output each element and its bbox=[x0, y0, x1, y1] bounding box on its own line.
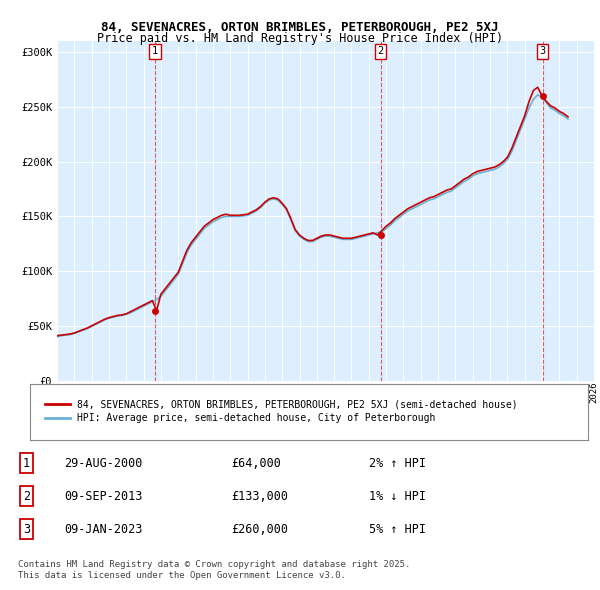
Legend: 84, SEVENACRES, ORTON BRIMBLES, PETERBOROUGH, PE2 5XJ (semi-detached house), HPI: 84, SEVENACRES, ORTON BRIMBLES, PETERBOR… bbox=[40, 395, 523, 428]
Text: 09-SEP-2013: 09-SEP-2013 bbox=[64, 490, 142, 503]
Text: Price paid vs. HM Land Registry's House Price Index (HPI): Price paid vs. HM Land Registry's House … bbox=[97, 32, 503, 45]
Text: 29-AUG-2000: 29-AUG-2000 bbox=[64, 457, 142, 470]
Text: 84, SEVENACRES, ORTON BRIMBLES, PETERBOROUGH, PE2 5XJ: 84, SEVENACRES, ORTON BRIMBLES, PETERBOR… bbox=[101, 21, 499, 34]
Text: Contains HM Land Registry data © Crown copyright and database right 2025.
This d: Contains HM Land Registry data © Crown c… bbox=[18, 560, 410, 579]
Text: 2: 2 bbox=[23, 490, 30, 503]
Text: 1: 1 bbox=[152, 47, 158, 57]
Text: 3: 3 bbox=[539, 47, 545, 57]
Text: 1: 1 bbox=[23, 457, 30, 470]
Text: 09-JAN-2023: 09-JAN-2023 bbox=[64, 523, 142, 536]
Text: 1% ↓ HPI: 1% ↓ HPI bbox=[369, 490, 426, 503]
Text: 2% ↑ HPI: 2% ↑ HPI bbox=[369, 457, 426, 470]
Text: 3: 3 bbox=[23, 523, 30, 536]
Text: 5% ↑ HPI: 5% ↑ HPI bbox=[369, 523, 426, 536]
Text: 2: 2 bbox=[377, 47, 384, 57]
Text: £64,000: £64,000 bbox=[231, 457, 281, 470]
Text: £260,000: £260,000 bbox=[231, 523, 288, 536]
Text: £133,000: £133,000 bbox=[231, 490, 288, 503]
